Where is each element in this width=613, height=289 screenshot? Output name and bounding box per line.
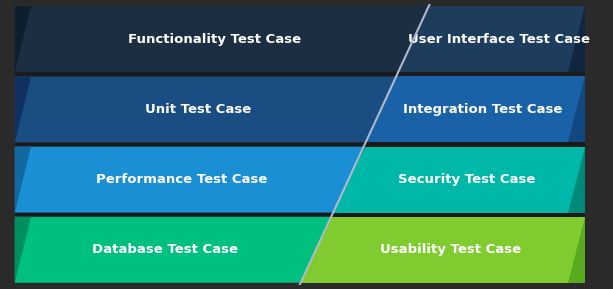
- Polygon shape: [15, 147, 365, 213]
- Text: Performance Test Case: Performance Test Case: [96, 173, 267, 186]
- Text: Functionality Test Case: Functionality Test Case: [128, 33, 301, 46]
- Text: User Interface Test Case: User Interface Test Case: [408, 33, 590, 46]
- Polygon shape: [568, 147, 585, 213]
- Polygon shape: [365, 76, 585, 142]
- Polygon shape: [300, 217, 585, 283]
- Text: Security Test Case: Security Test Case: [398, 173, 535, 186]
- Polygon shape: [15, 76, 397, 142]
- Polygon shape: [15, 76, 31, 142]
- Polygon shape: [15, 6, 430, 72]
- Polygon shape: [568, 76, 585, 142]
- Polygon shape: [568, 217, 585, 283]
- Text: Usability Test Case: Usability Test Case: [379, 243, 521, 256]
- Polygon shape: [397, 6, 585, 72]
- Polygon shape: [15, 6, 31, 72]
- Polygon shape: [15, 217, 31, 283]
- Polygon shape: [568, 6, 585, 72]
- Text: Unit Test Case: Unit Test Case: [145, 103, 251, 116]
- Polygon shape: [15, 217, 332, 283]
- Text: Database Test Case: Database Test Case: [93, 243, 238, 256]
- Polygon shape: [332, 147, 585, 213]
- Polygon shape: [15, 10, 585, 279]
- Text: Integration Test Case: Integration Test Case: [403, 103, 562, 116]
- Polygon shape: [15, 147, 31, 213]
